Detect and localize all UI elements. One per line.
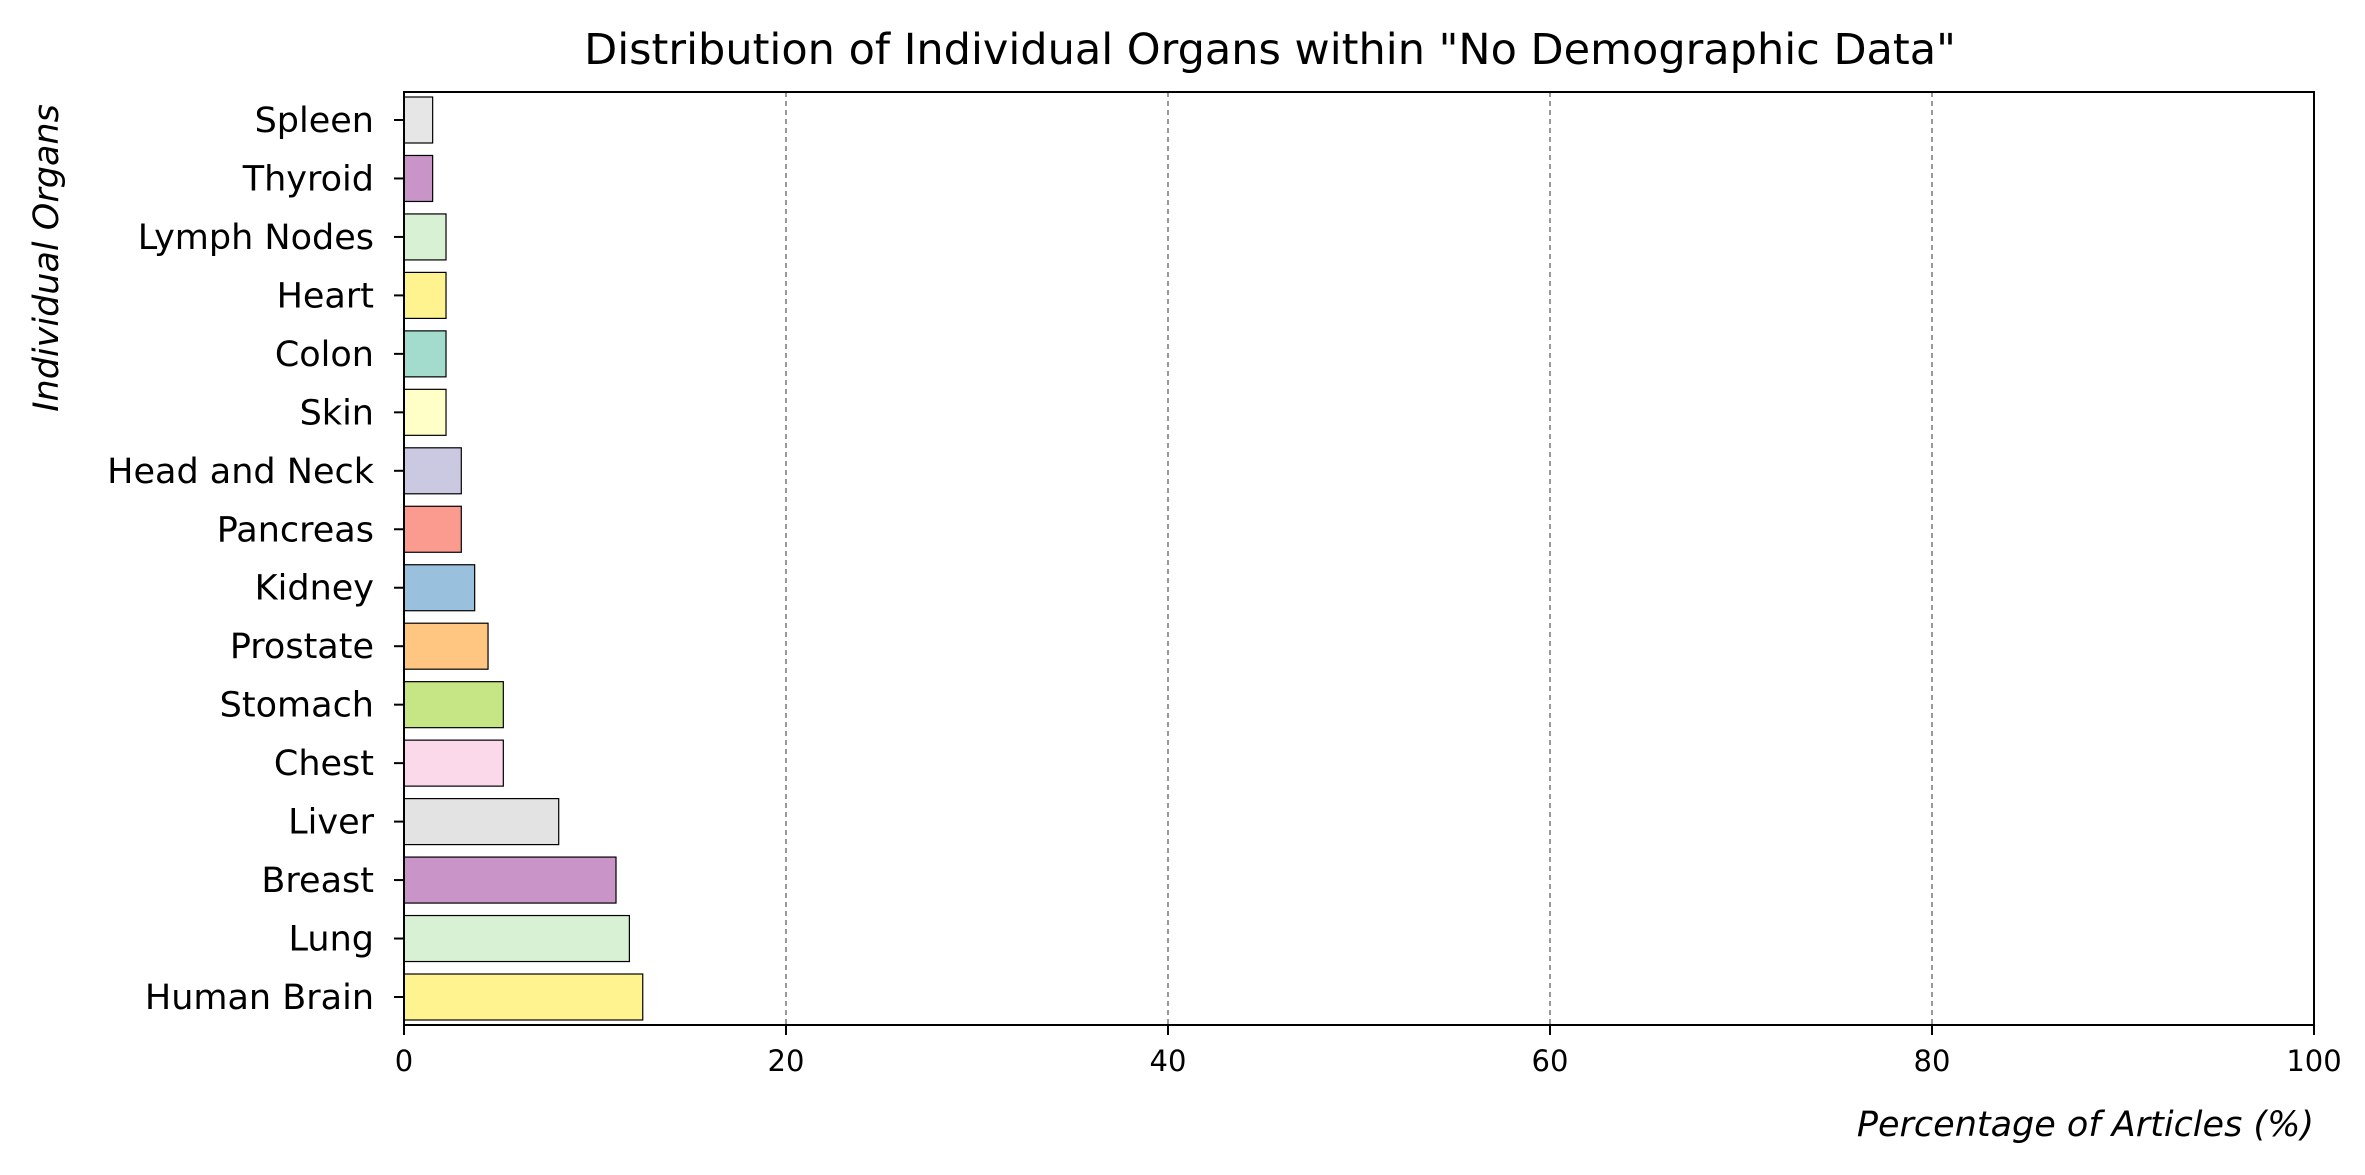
bar: [403, 564, 476, 612]
y-tick-label: Pancreas: [217, 510, 374, 550]
bar: [403, 622, 489, 670]
y-tick-label: Head and Neck: [107, 452, 375, 492]
y-tick-label: Thyroid: [242, 159, 374, 199]
y-tick-label: Chest: [274, 744, 374, 784]
bar: [403, 681, 504, 729]
x-tick-label: 0: [395, 1044, 413, 1078]
y-tick-label: Kidney: [255, 569, 374, 609]
grid-lines: [785, 92, 1933, 1025]
y-tick-label: Lymph Nodes: [138, 218, 374, 258]
y-tick-label: Spleen: [255, 101, 374, 141]
plot-frame: [403, 91, 2315, 1026]
x-tick-label: 80: [1914, 1044, 1951, 1078]
bar: [403, 271, 447, 319]
bars: [403, 96, 644, 1021]
y-tick-label: Human Brain: [145, 978, 374, 1018]
bar: [403, 856, 617, 904]
x-tick-label: 40: [1150, 1044, 1187, 1078]
y-tick-labels: Spleen Thyroid Lymph Nodes Heart Colon Skin He…: [107, 101, 404, 1018]
x-axis-label: Percentage of Articles (%): [1857, 1105, 2314, 1145]
y-tick-label: Liver: [288, 803, 374, 843]
bar: [403, 154, 434, 203]
bar: [403, 96, 434, 144]
chart-title: Distribution of Individual Organs within…: [584, 25, 1956, 75]
y-tick-label: Heart: [277, 276, 374, 316]
bar: [403, 797, 560, 846]
bar: [403, 388, 447, 436]
bar: [403, 914, 630, 963]
bar: [403, 447, 462, 495]
y-tick-label: Lung: [289, 920, 374, 960]
x-tick-label: 20: [768, 1044, 805, 1078]
bar: [403, 330, 447, 378]
bar: [403, 213, 447, 261]
y-tick-label: Prostate: [230, 627, 374, 667]
x-tick-label: 60: [1532, 1044, 1569, 1078]
x-tick-labels: 0 20 40 60 80 100: [395, 1025, 2342, 1078]
y-tick-label: Stomach: [220, 686, 374, 726]
bar: [403, 739, 504, 787]
bar: [403, 505, 462, 553]
y-tick-label: Skin: [300, 393, 374, 433]
x-tick-label: 100: [2286, 1044, 2341, 1078]
y-axis-label: Individual Organs: [27, 104, 67, 412]
y-tick-label: Colon: [275, 335, 374, 375]
y-tick-label: Breast: [261, 861, 374, 901]
bar: [403, 973, 644, 1021]
